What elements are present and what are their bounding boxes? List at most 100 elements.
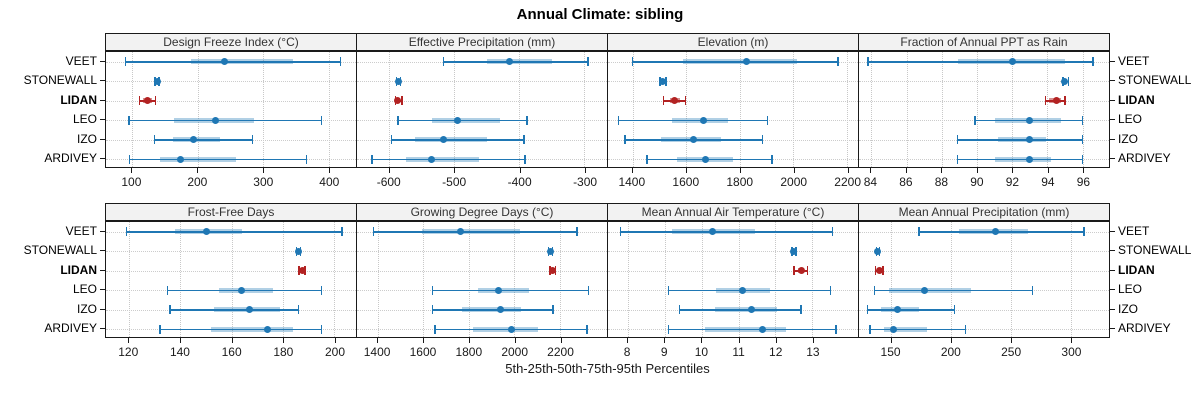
y-tick-right [1110,119,1115,121]
x-tick [664,338,666,343]
median-dot [921,286,929,294]
whisker-5-95 [867,61,1094,63]
whisker-5-95 [646,158,773,160]
x-tick-label: 2200 [834,175,862,189]
gridline-vertical [519,52,521,167]
gridline-horizontal [357,81,607,83]
station-label-right-izo: IZO [1118,301,1138,316]
whisker-cap-high [1081,115,1084,125]
whisker-cap-low [125,227,128,237]
x-tick [377,338,379,343]
x-tick [890,338,892,343]
x-tick-label: 160 [221,345,242,359]
panel-strip-mean-annual-air-temperature-c: Mean Annual Air Temperature (°C) [607,203,859,221]
station-label-left-stonewall: STONEWALL [23,243,97,258]
x-tick-label: 200 [940,345,961,359]
median-dot [875,267,883,275]
whisker-cap-high [806,266,809,276]
station-label-right-stonewall: STONEWALL [1118,243,1192,258]
median-dot [177,155,185,163]
gridline-vertical [1070,222,1072,337]
chart-title: Annual Climate: sibling [516,6,684,23]
gridline-vertical [389,52,391,167]
x-tick [627,338,629,343]
panel-axis-mean-annual-air-temperature-c: 8 9 10 11 12 13 [607,338,859,362]
x-tick-label: 140 [169,345,190,359]
median-dot [1061,77,1069,85]
median-dot [238,286,246,294]
gridline-horizontal [608,251,858,253]
gridline-vertical [627,222,629,337]
gridline-vertical [686,52,688,167]
x-tick-label: 2200 [547,345,574,359]
station-label-right-ardivey: ARDIVEY [1118,321,1171,336]
panel-strip-fraction-of-annual-ppt-as-rain: Fraction of Annual PPT as Rain [858,33,1110,51]
median-dot [202,228,210,236]
whisker-cap-high [576,227,578,237]
whisker-5-95 [391,139,524,141]
gridline-vertical [951,222,953,337]
x-tick [738,338,740,343]
whisker-5-95 [432,309,554,311]
gridline-vertical [454,52,456,167]
median-dot [457,228,465,236]
x-tick [560,338,562,343]
whisker-cap-high [882,266,884,276]
y-tick-right [1110,138,1115,140]
panel-axis-frost-free-days: 120 140 160 180 200 [105,338,357,362]
median-dot [549,267,557,275]
panel-plot-mean-annual-air-temperature-c [607,221,859,338]
gridline-horizontal [859,329,1109,331]
median-dot [427,155,435,163]
x-tick-label: 180 [273,345,294,359]
whisker-5-95 [432,289,589,291]
gridline-horizontal [859,270,1109,272]
median-dot [1026,136,1034,144]
gridline-horizontal [608,100,858,102]
whisker-cap-low [397,115,399,125]
y-tick-left [100,269,105,271]
whisker-cap-low [974,115,976,125]
x-tick [454,168,456,173]
x-tick [812,338,814,343]
median-dot [547,247,555,255]
x-tick-label: 300 [253,175,274,189]
whisker-cap-high [320,285,323,295]
station-label-left-ardivey: ARDIVEY [44,321,97,336]
panel-strip-design-freeze-index-c: Design Freeze Index (°C) [105,33,357,51]
x-tick-label: 1400 [363,345,391,359]
median-dot [220,58,228,66]
median-dot [747,306,755,314]
median-dot [298,267,306,275]
whisker-cap-low [793,266,795,276]
whisker-5-95 [125,61,341,63]
panel-strip-elevation-m: Elevation (m) [607,33,859,51]
x-tick [793,168,795,173]
whisker-cap-low [873,285,876,295]
y-tick-left [100,138,105,140]
station-label-right-stonewall: STONEWALL [1118,73,1192,88]
median-dot [738,286,746,294]
x-tick-label: 250 [1001,345,1022,359]
x-tick-label: 200 [325,345,346,359]
gridline-vertical [584,52,586,167]
x-tick-label: 90 [970,175,984,189]
whisker-cap-low [128,115,130,125]
gridline-vertical [793,52,795,167]
gridline-vertical [871,52,873,167]
whisker-cap-high [829,285,832,295]
y-tick-left [100,328,105,330]
y-tick-right [1110,308,1115,310]
median-dot [153,77,161,85]
x-tick-label: 86 [899,175,913,189]
median-dot [439,136,447,144]
whisker-cap-low [442,57,445,67]
whisker-cap-high [1031,285,1034,295]
x-tick-label: 9 [660,345,668,359]
whisker-cap-low [867,57,869,67]
gridline-vertical [739,52,741,167]
x-tick [1011,338,1013,343]
whisker-cap-high [953,305,956,315]
whisker-cap-high [831,227,834,237]
whisker-cap-high [1067,76,1070,86]
